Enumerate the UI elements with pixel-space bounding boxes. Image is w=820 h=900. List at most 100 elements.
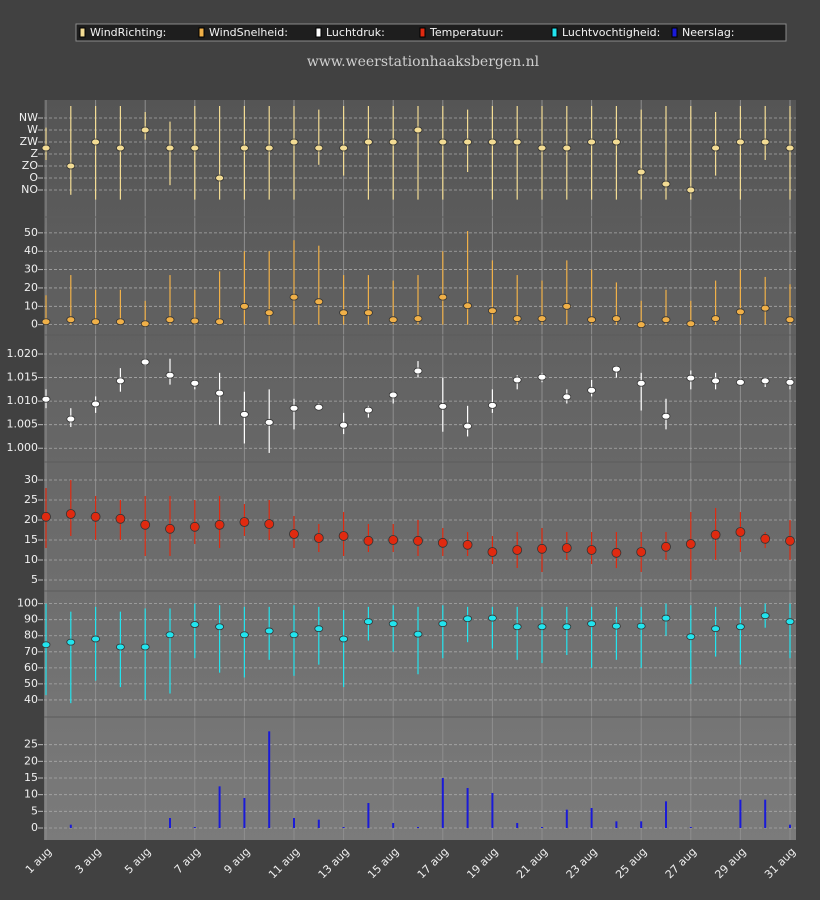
- point: [438, 293, 448, 301]
- point: [686, 186, 696, 194]
- y-tick-label: 30: [24, 473, 38, 486]
- plot-area: [44, 100, 796, 840]
- point: [736, 308, 745, 316]
- bar: [541, 827, 543, 828]
- point: [190, 621, 200, 628]
- point: [339, 144, 349, 152]
- point: [289, 138, 299, 146]
- point: [487, 614, 497, 622]
- point: [91, 318, 100, 326]
- y-tick-label: 1.005: [7, 418, 39, 431]
- y-tick-label: 20: [24, 754, 38, 767]
- point: [463, 138, 473, 146]
- point: [215, 174, 225, 182]
- point: [189, 521, 200, 532]
- point: [760, 612, 770, 620]
- point: [41, 144, 51, 152]
- point: [239, 144, 249, 152]
- point: [636, 622, 646, 630]
- point: [91, 635, 100, 643]
- y-tick-label: 50: [24, 226, 38, 239]
- point: [686, 633, 696, 641]
- point: [463, 422, 473, 430]
- point: [438, 138, 448, 146]
- point: [537, 315, 547, 322]
- point: [339, 635, 349, 643]
- point: [388, 391, 398, 399]
- point: [587, 316, 596, 324]
- point: [140, 519, 151, 530]
- point: [463, 302, 473, 310]
- y-tick-label: 1.020: [7, 347, 39, 360]
- point: [289, 529, 299, 539]
- point: [91, 400, 100, 408]
- point: [462, 539, 473, 550]
- point: [711, 377, 720, 385]
- point: [562, 393, 572, 401]
- bar: [193, 827, 196, 828]
- bar: [516, 823, 519, 828]
- point: [165, 371, 175, 379]
- point: [239, 631, 249, 639]
- bar: [689, 827, 692, 828]
- bar: [640, 821, 643, 828]
- legend-swatch: [79, 27, 86, 38]
- point: [363, 618, 373, 626]
- legend-swatch: [551, 27, 558, 38]
- point: [239, 517, 250, 527]
- point: [239, 302, 249, 310]
- bar: [293, 818, 295, 828]
- point: [736, 378, 745, 386]
- point: [636, 547, 647, 557]
- y-tick-label: 40: [24, 693, 38, 706]
- point: [785, 618, 795, 626]
- point: [338, 531, 349, 541]
- point: [661, 180, 671, 188]
- legend-swatch: [671, 27, 678, 38]
- point: [264, 144, 274, 152]
- point: [140, 358, 150, 366]
- y-tick-label: 80: [24, 629, 38, 642]
- point: [363, 138, 373, 146]
- point: [116, 377, 125, 385]
- bar: [417, 827, 419, 828]
- chart-title: www.weerstationhaaksbergen.nl: [307, 54, 540, 70]
- point: [785, 535, 795, 546]
- point: [116, 144, 125, 152]
- legend-label: WindSnelheid:: [209, 26, 288, 39]
- point: [239, 410, 249, 418]
- y-tick-label: 70: [24, 645, 38, 658]
- point: [512, 315, 522, 322]
- bar: [590, 808, 593, 828]
- bar: [739, 799, 742, 828]
- y-tick-label: ZO: [22, 159, 39, 172]
- point: [165, 316, 175, 324]
- bar: [268, 731, 271, 828]
- y-tick-label: 10: [24, 553, 38, 566]
- y-tick-label: 40: [24, 244, 38, 257]
- point: [512, 376, 522, 384]
- point: [636, 379, 646, 387]
- point: [165, 144, 175, 152]
- point: [711, 315, 720, 322]
- point: [612, 315, 621, 322]
- point: [116, 318, 125, 326]
- y-tick-label: 1.000: [7, 441, 39, 454]
- point: [289, 293, 299, 301]
- legend: [75, 23, 787, 42]
- y-tick-label: Z: [30, 147, 38, 160]
- point: [314, 403, 324, 411]
- point: [413, 535, 423, 546]
- y-tick-label: 1.015: [7, 371, 39, 384]
- point: [587, 386, 596, 394]
- point: [711, 625, 720, 633]
- y-tick-label: NW: [19, 111, 38, 124]
- legend-label: Temperatuur:: [429, 26, 504, 39]
- legend-label: Luchtdruk:: [326, 26, 385, 39]
- legend-label: Neerslag:: [682, 26, 735, 39]
- legend-swatch: [315, 27, 322, 38]
- point: [612, 622, 621, 630]
- point: [686, 374, 696, 382]
- point: [339, 309, 349, 317]
